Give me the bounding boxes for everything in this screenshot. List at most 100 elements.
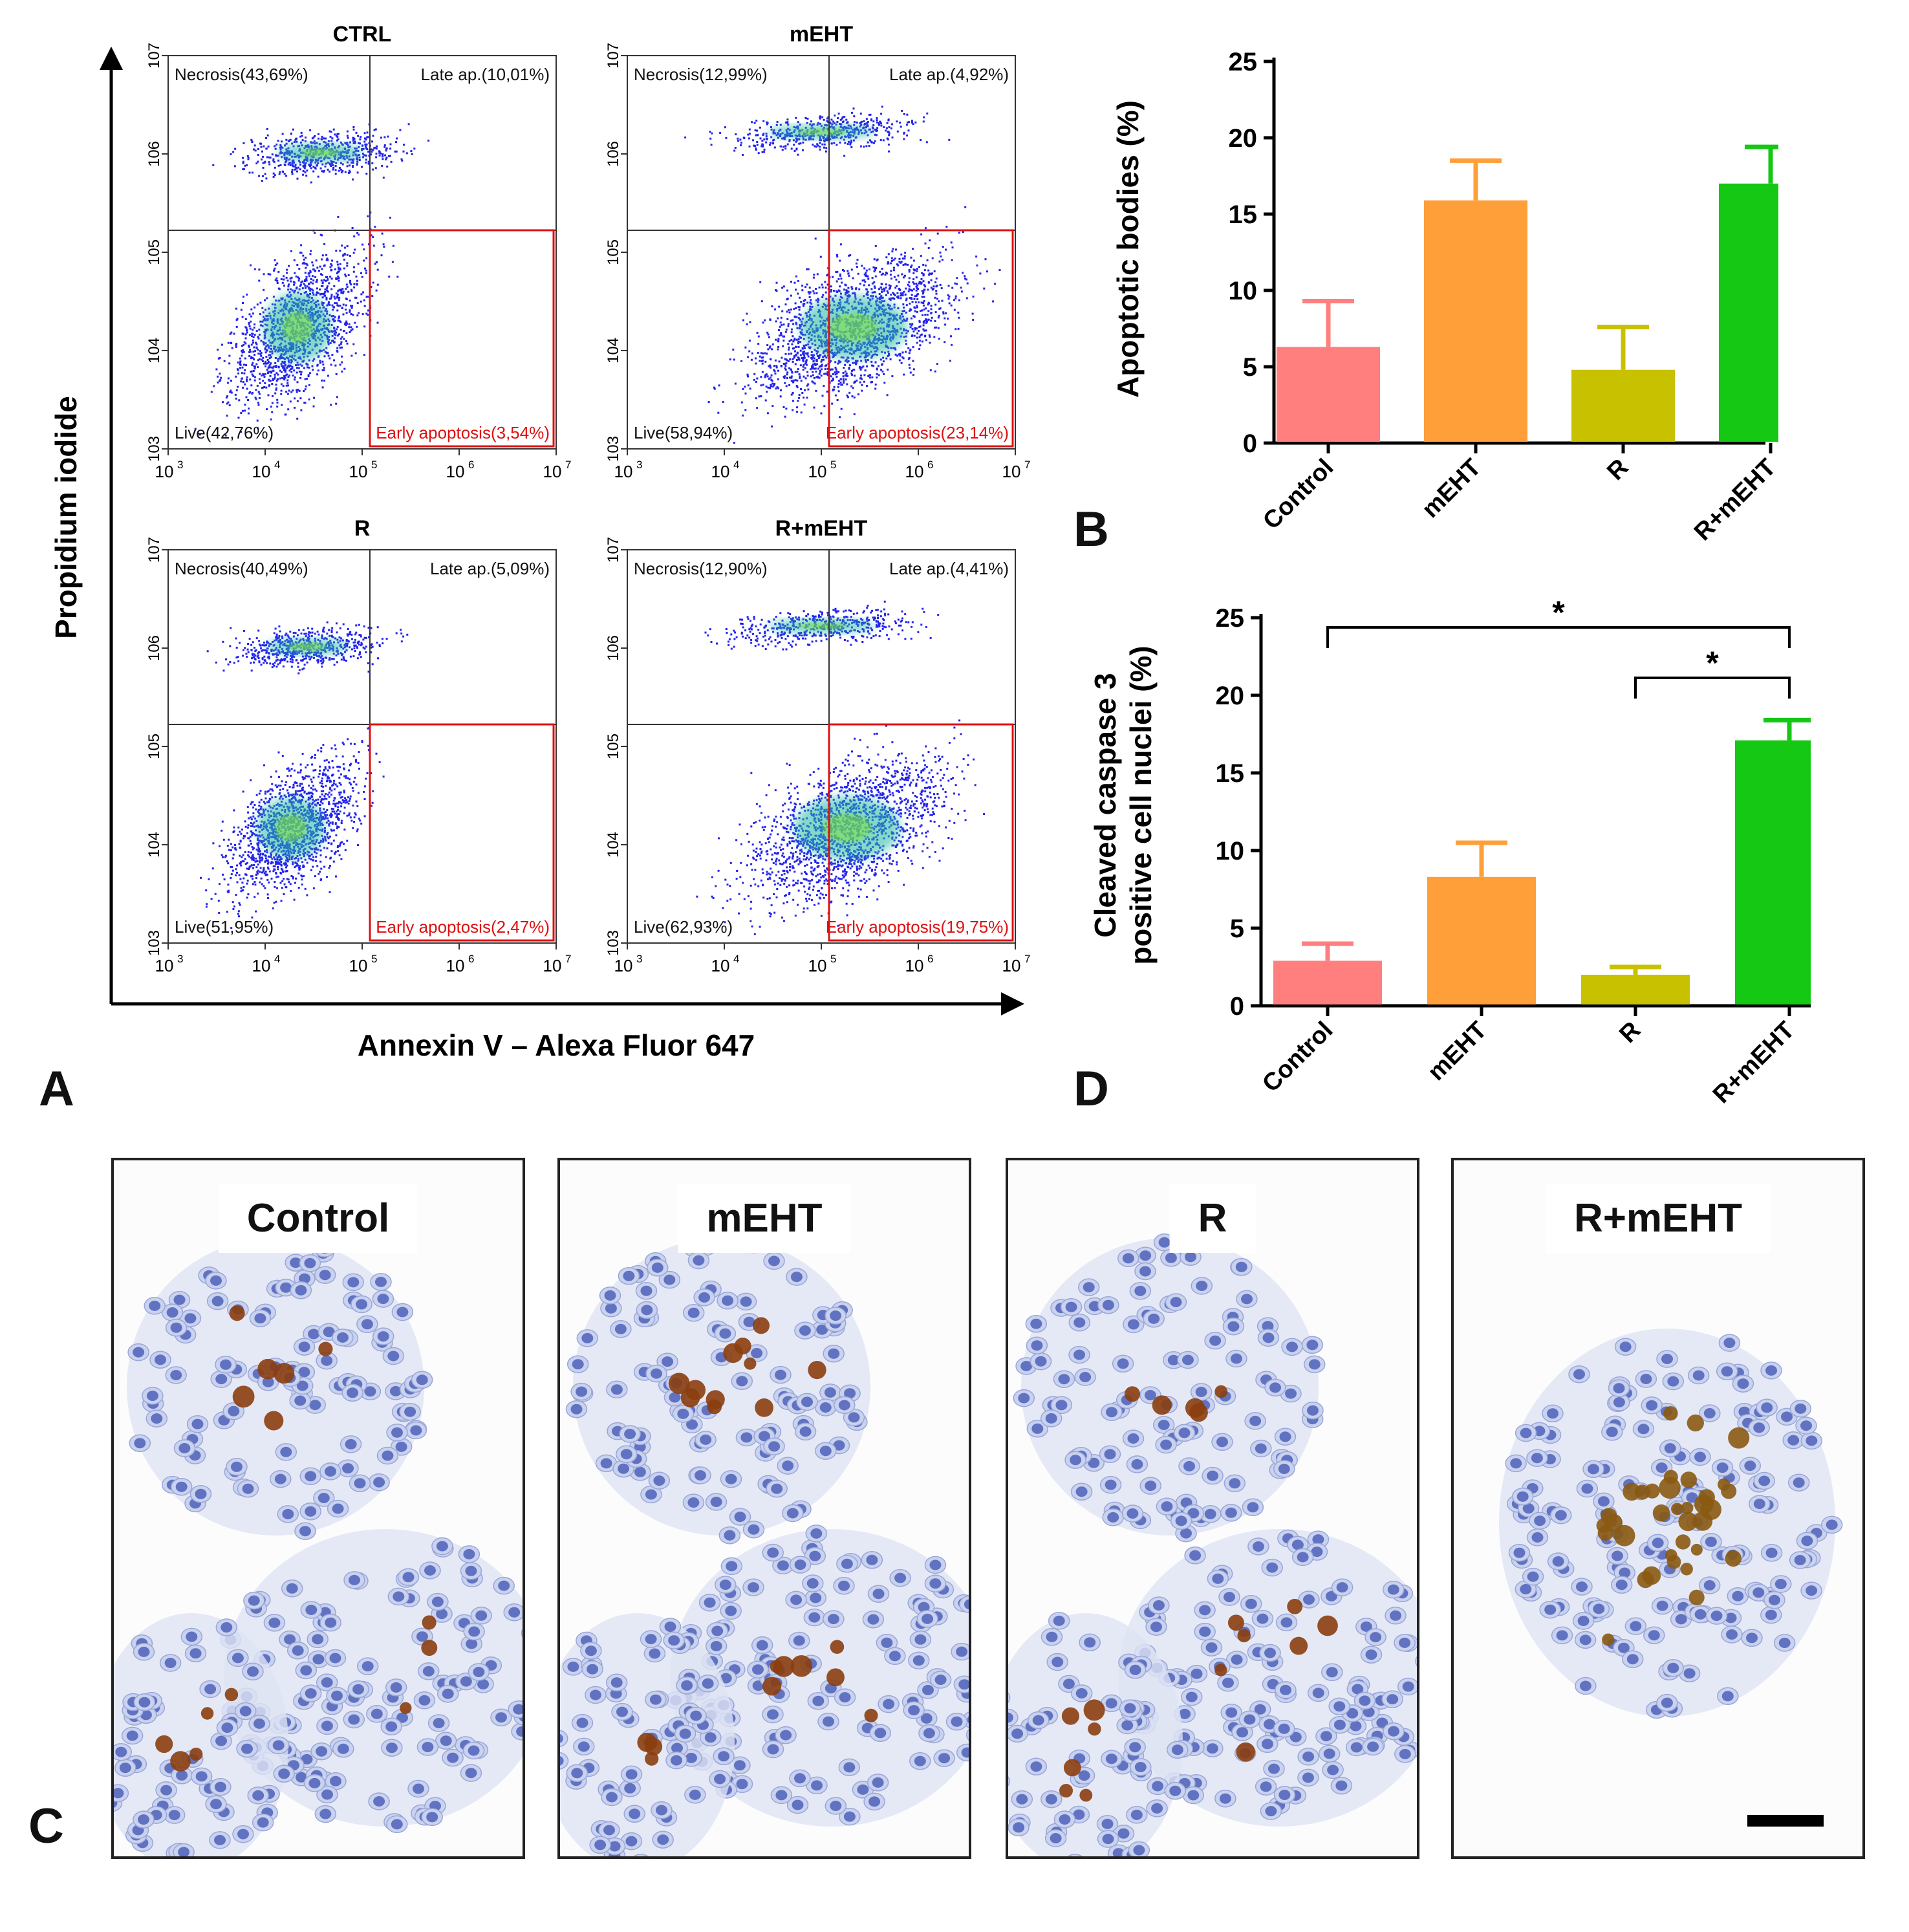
- flow-dot: [257, 337, 260, 340]
- flow-dot: [902, 303, 905, 306]
- flow-dot: [312, 292, 314, 294]
- flow-dot: [335, 373, 338, 375]
- flow-dot: [324, 294, 327, 297]
- flow-dot: [248, 313, 251, 316]
- flow-dot: [817, 299, 820, 301]
- flow-dot: [845, 373, 848, 375]
- flow-dot: [782, 362, 785, 365]
- flow-dot: [795, 345, 797, 348]
- flow-dot: [748, 133, 751, 135]
- flow-dot: [823, 405, 826, 407]
- flow-dot: [912, 268, 915, 271]
- flow-dot: [790, 328, 793, 331]
- flow-dot: [786, 118, 789, 121]
- flow-dot: [812, 381, 815, 384]
- flow-dot: [253, 354, 256, 356]
- flow-dot: [361, 243, 364, 246]
- flow-dot: [235, 319, 238, 321]
- flow-dot: [788, 139, 791, 141]
- flow-dot: [277, 164, 280, 167]
- flow-dot: [768, 347, 771, 349]
- flow-dot: [372, 236, 374, 239]
- flow-dot: [858, 365, 861, 368]
- flow-dot: [893, 276, 896, 278]
- flow-dot: [876, 376, 878, 379]
- flow-dot: [883, 126, 885, 129]
- flow-dot: [262, 166, 264, 169]
- flow-dot: [747, 133, 750, 136]
- flow-dot: [889, 299, 892, 301]
- flow-dot: [289, 365, 292, 367]
- flow-dot: [357, 135, 360, 137]
- flow-dot: [332, 168, 334, 171]
- flow-dot: [889, 358, 892, 361]
- flow-dot: [899, 354, 901, 357]
- flow-dot: [235, 397, 237, 400]
- flow-dot: [296, 367, 298, 369]
- flow-dot: [286, 382, 289, 384]
- flow-dot: [839, 292, 842, 295]
- flow-dot: [880, 297, 883, 299]
- flow-dot: [321, 254, 324, 257]
- flow-dot: [790, 281, 792, 283]
- flow-dot: [833, 290, 835, 292]
- flow-dot: [888, 132, 890, 135]
- flow-dot: [853, 124, 856, 126]
- flow-dot: [242, 162, 244, 164]
- flow-dot: [860, 374, 862, 377]
- flow-dot: [923, 300, 925, 302]
- flow-dot: [897, 297, 900, 299]
- flow-dot: [881, 290, 883, 293]
- flow-dot: [912, 259, 915, 262]
- flow-dot: [291, 168, 294, 171]
- flow-dot: [826, 120, 828, 122]
- flow-dot: [365, 138, 367, 141]
- flow-dot: [879, 358, 882, 361]
- flow-dot: [312, 136, 315, 138]
- flow-dot: [799, 375, 801, 378]
- flow-dot: [356, 164, 358, 166]
- flow-dot: [275, 277, 278, 279]
- flow-dot: [789, 358, 792, 361]
- flow-dot: [834, 394, 837, 396]
- flow-dot: [309, 129, 312, 131]
- flow-dot: [312, 294, 315, 296]
- flow-dot: [896, 120, 898, 123]
- flow-dot: [793, 144, 795, 146]
- flow-dot: [371, 295, 374, 298]
- flow-dot: [274, 627, 277, 630]
- flow-dot: [317, 356, 319, 358]
- flow-dot: [333, 296, 336, 298]
- flow-dot: [338, 270, 340, 273]
- flow-dot: [252, 351, 255, 353]
- flow-dot: [248, 354, 251, 357]
- flow-dot: [351, 307, 353, 309]
- flow-dot: [281, 635, 283, 638]
- flow-dot: [812, 371, 814, 373]
- flow-dot: [372, 168, 374, 171]
- flow-dot: [381, 232, 383, 235]
- flow-dot: [922, 273, 925, 276]
- flow-dot: [286, 367, 288, 369]
- flow-dot: [766, 391, 768, 393]
- flow-dot: [825, 373, 827, 375]
- flow-dot: [856, 379, 858, 382]
- flow-dot: [351, 638, 353, 640]
- flow-dot: [889, 285, 892, 287]
- flow-dot: [887, 138, 889, 141]
- flow-dot: [323, 367, 325, 369]
- flow-dot: [264, 660, 266, 662]
- flow-dot: [836, 280, 838, 283]
- flow-dot: [338, 268, 340, 270]
- flow-dot: [336, 347, 339, 349]
- flow-dot: [257, 336, 259, 338]
- flow-dot: [351, 288, 352, 291]
- flow-dot: [842, 372, 845, 374]
- flow-dot: [834, 366, 837, 369]
- flow-dot: [923, 116, 925, 118]
- flow-dot: [765, 141, 768, 144]
- flow-dot: [266, 297, 268, 299]
- flow-dot: [427, 139, 430, 142]
- flow-dot: [262, 341, 264, 343]
- flow-dot: [340, 171, 343, 173]
